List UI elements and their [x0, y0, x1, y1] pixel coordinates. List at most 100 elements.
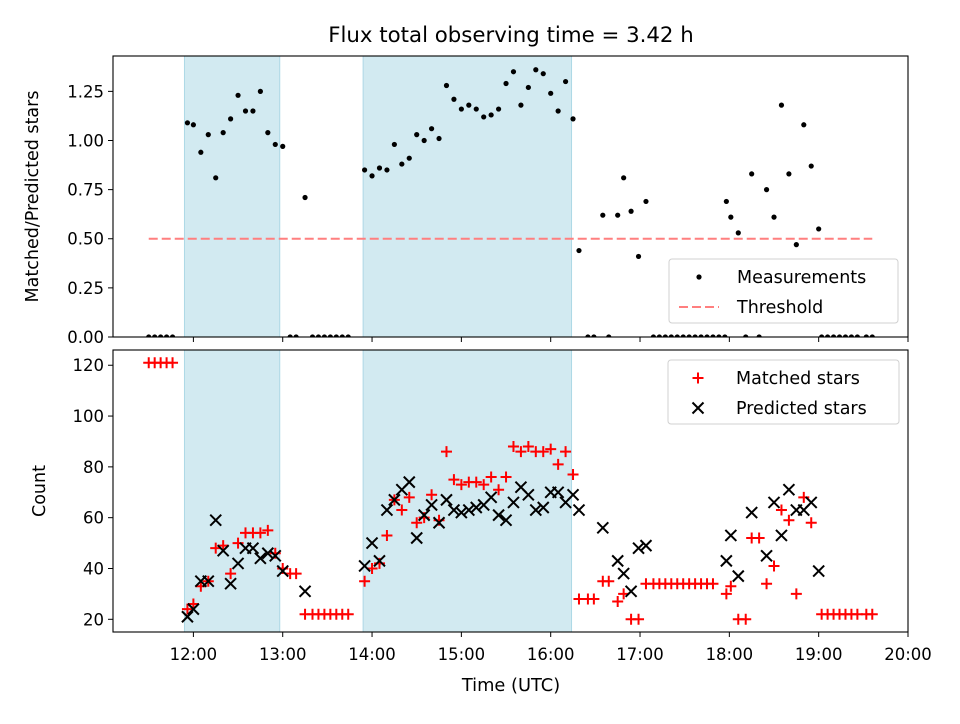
axes-frame: [112, 55, 909, 338]
matched-point: [612, 596, 624, 608]
measurement-point: [327, 334, 333, 337]
measurement-point: [399, 161, 405, 167]
y-tick-label: 60: [83, 509, 104, 528]
predicted-point: [624, 585, 638, 598]
matched-point: [342, 608, 354, 620]
measurement-point: [848, 334, 855, 337]
shaded-interval: [362, 349, 573, 633]
measurement-point: [163, 334, 170, 337]
shaded-interval: [183, 349, 281, 633]
measurement-point: [863, 334, 869, 337]
measurement-point: [600, 212, 606, 218]
measurement-point: [443, 82, 450, 89]
matched-point: [567, 468, 579, 480]
measurement-point: [345, 334, 351, 337]
predicted-point: [373, 554, 386, 568]
predicted-point: [745, 506, 758, 519]
y-tick-label: 1.00: [67, 131, 104, 150]
measurement-point: [369, 173, 375, 179]
measurement-point: [801, 122, 807, 128]
measurement-point: [421, 137, 427, 144]
predicted-point: [455, 506, 468, 519]
ratio-panel: 0.00 0.25 0.50 0.75 1.00 1.25 Matched/Predicte…: [23, 55, 909, 347]
matched-point: [507, 441, 519, 453]
measurement-point: [793, 242, 799, 248]
measurement-point: [376, 165, 383, 171]
x-tick-label: 16:00: [527, 645, 575, 664]
measurement-point: [391, 141, 397, 148]
measurement-point: [406, 155, 412, 161]
matched-point: [798, 491, 810, 503]
legend-marker-measurements: [696, 274, 702, 280]
measurement-point: [384, 167, 390, 173]
measurement-point: [728, 214, 734, 220]
legend-label: Measurements: [737, 268, 866, 288]
measurement-point: [698, 334, 704, 337]
predicted-point: [425, 498, 438, 512]
axes-frame: [112, 349, 909, 633]
y-tick-label: 0.50: [67, 230, 104, 249]
measurement-point: [756, 334, 762, 337]
predicted-point: [388, 493, 401, 507]
predicted-point: [537, 501, 550, 514]
measurement-point: [510, 69, 517, 75]
matched-point: [588, 593, 600, 605]
matched-point: [440, 446, 452, 458]
measurement-point: [481, 114, 487, 120]
measurement-point: [280, 143, 286, 149]
legend-marker-predicted: [691, 401, 705, 415]
legend: Matched stars Predicted stars: [667, 359, 900, 425]
measurement-point: [808, 163, 814, 169]
measurement-point: [414, 132, 420, 138]
measurement-point: [451, 96, 457, 102]
measurement-point: [555, 108, 561, 114]
y-axis-label: Count: [30, 465, 50, 517]
measurement-point: [722, 334, 728, 337]
predicted-point: [447, 503, 461, 517]
y-tick-label: 80: [83, 458, 104, 477]
predicted-point: [187, 602, 200, 616]
measurement-point: [473, 106, 479, 112]
measurement-point: [778, 102, 785, 108]
measurement-point: [749, 171, 755, 177]
matched-point: [470, 476, 482, 488]
measurement-point: [184, 120, 191, 126]
legend-marker-matched: [692, 372, 704, 384]
matched-point: [753, 532, 765, 544]
legend-label: Matched stars: [736, 369, 860, 389]
matched-point: [455, 479, 467, 491]
x-tick-label: 13:00: [259, 645, 307, 664]
measurement-point: [315, 334, 322, 337]
measurement-point: [680, 334, 686, 337]
measurement-point: [321, 334, 328, 337]
matched-point: [707, 578, 719, 590]
predicted-point: [246, 541, 260, 555]
measurement-point: [686, 334, 692, 337]
measurement-point: [540, 71, 546, 77]
matched-point: [761, 578, 773, 590]
matched-point: [448, 474, 460, 486]
matched-point: [805, 517, 817, 529]
predicted-point: [812, 564, 825, 578]
y-tick-label: 1.25: [67, 82, 104, 101]
x-tick-label: 20:00: [884, 645, 932, 664]
measurement-point: [287, 334, 293, 337]
measurement-point: [198, 149, 204, 155]
predicted-point: [298, 585, 312, 598]
matched-point: [515, 446, 527, 458]
predicted-point: [522, 488, 535, 502]
predicted-point: [181, 610, 194, 623]
measurement-point: [533, 67, 539, 73]
measurement-point: [723, 198, 729, 205]
measurement-point: [786, 171, 792, 177]
matched-point: [522, 441, 534, 453]
predicted-point: [216, 544, 230, 557]
measurement-point: [606, 334, 612, 337]
y-tick-label: 40: [83, 559, 104, 578]
measurement-point: [250, 108, 256, 114]
matched-point: [790, 588, 802, 600]
measurement-point: [570, 116, 576, 122]
measurement-point: [830, 334, 837, 337]
measurement-point: [656, 334, 662, 337]
predicted-point: [566, 488, 580, 502]
